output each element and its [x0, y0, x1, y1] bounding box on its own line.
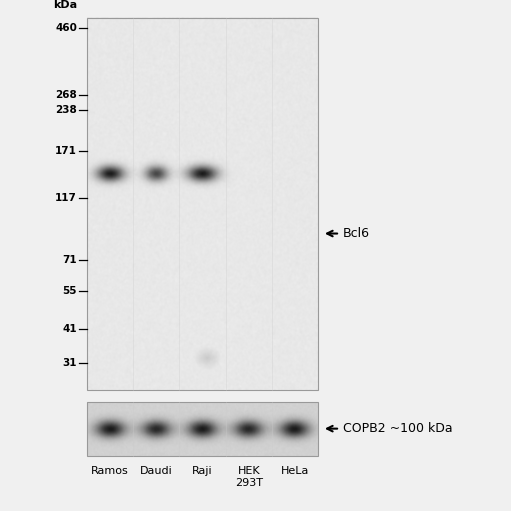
Text: HEK
293T: HEK 293T	[235, 466, 263, 487]
Text: kDa: kDa	[53, 0, 77, 10]
Text: 31: 31	[62, 358, 77, 368]
Bar	[87, 18, 318, 390]
Text: Ramos: Ramos	[91, 466, 129, 476]
Text: 171: 171	[55, 146, 77, 156]
Text: COPB2 ~100 kDa: COPB2 ~100 kDa	[343, 422, 453, 435]
Text: 268: 268	[55, 90, 77, 100]
Text: 55: 55	[62, 286, 77, 296]
Text: 238: 238	[55, 105, 77, 115]
Text: Daudi: Daudi	[140, 466, 173, 476]
Text: 460: 460	[55, 22, 77, 33]
Text: 41: 41	[62, 323, 77, 334]
Bar	[87, 402, 318, 456]
Text: Bcl6: Bcl6	[343, 227, 370, 240]
Text: Raji: Raji	[192, 466, 213, 476]
Text: 117: 117	[55, 193, 77, 203]
Text: HeLa: HeLa	[281, 466, 309, 476]
Text: 71: 71	[62, 255, 77, 265]
